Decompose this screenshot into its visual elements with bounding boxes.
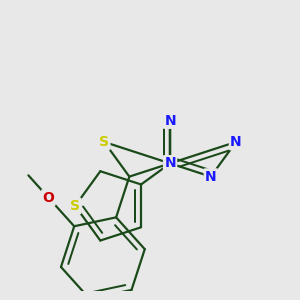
Text: N: N <box>164 156 176 170</box>
Text: S: S <box>70 199 80 213</box>
Text: S: S <box>99 135 109 149</box>
Text: N: N <box>164 114 176 128</box>
Text: N: N <box>230 135 242 149</box>
Text: N: N <box>205 169 217 184</box>
Text: O: O <box>43 190 54 205</box>
